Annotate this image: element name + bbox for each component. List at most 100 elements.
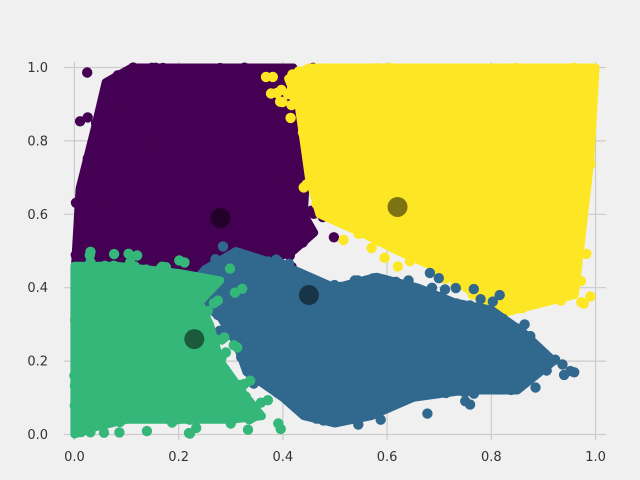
data-point: [130, 78, 141, 89]
data-point: [352, 275, 363, 286]
data-point: [535, 123, 546, 134]
data-point: [271, 254, 282, 265]
data-point: [358, 212, 369, 224]
data-point: [466, 144, 477, 155]
data-point: [378, 225, 390, 236]
data-point: [541, 365, 552, 376]
data-point: [69, 380, 81, 391]
data-point: [194, 390, 206, 401]
data-point: [224, 134, 235, 145]
data-point: [451, 304, 462, 316]
data-point: [320, 405, 332, 416]
data-point: [90, 215, 101, 226]
data-point: [404, 255, 416, 267]
data-point: [451, 178, 463, 190]
data-point: [178, 364, 189, 375]
data-point: [89, 416, 100, 428]
data-point: [146, 215, 157, 226]
data-point: [376, 369, 387, 380]
data-point: [160, 352, 172, 364]
data-point: [491, 364, 502, 376]
data-point: [108, 260, 119, 271]
data-point: [468, 388, 480, 399]
data-point: [411, 174, 423, 185]
cluster-centroids: [184, 196, 408, 350]
scatter-points: [69, 62, 600, 439]
data-point: [163, 328, 174, 339]
data-point: [401, 230, 412, 242]
data-point: [371, 399, 382, 411]
data-point: [487, 296, 498, 307]
data-point: [519, 319, 530, 330]
data-point: [447, 373, 459, 384]
data-point: [284, 250, 295, 261]
data-point: [138, 401, 150, 413]
data-point: [114, 326, 125, 337]
data-point: [565, 236, 576, 247]
data-point: [525, 296, 537, 308]
data-point: [280, 209, 291, 220]
data-point: [138, 126, 149, 138]
data-point: [231, 204, 243, 216]
data-point: [417, 375, 428, 386]
data-point: [475, 294, 486, 305]
x-tick-label: 0.6: [377, 450, 398, 465]
data-point: [223, 183, 234, 195]
data-point: [127, 204, 139, 215]
data-point: [247, 89, 258, 101]
data-point: [271, 123, 282, 134]
data-point: [98, 427, 110, 438]
data-point: [196, 80, 207, 91]
data-point: [156, 291, 168, 302]
data-point: [328, 232, 340, 243]
data-point: [502, 230, 513, 242]
data-point: [118, 127, 129, 138]
data-point: [78, 313, 89, 325]
data-point: [194, 139, 205, 151]
data-point: [253, 180, 264, 191]
data-point: [539, 145, 551, 156]
data-point: [282, 386, 293, 397]
data-point: [199, 288, 210, 299]
data-point: [576, 297, 587, 308]
data-point: [422, 256, 433, 268]
data-point: [418, 117, 429, 128]
data-point: [345, 322, 357, 333]
data-point: [557, 359, 568, 370]
data-point: [231, 321, 242, 332]
data-point: [479, 77, 491, 89]
data-point: [488, 241, 500, 252]
data-point: [192, 108, 204, 119]
data-point: [133, 393, 145, 404]
data-point: [101, 252, 112, 263]
data-point: [511, 273, 522, 285]
data-point: [450, 282, 461, 294]
data-point: [186, 309, 197, 320]
data-point: [434, 353, 445, 364]
data-point: [497, 315, 508, 326]
data-point: [251, 307, 262, 318]
data-point: [122, 168, 134, 179]
data-point: [389, 158, 400, 169]
y-tick-label: 0.0: [27, 428, 48, 443]
data-point: [476, 69, 487, 80]
data-point: [180, 213, 191, 224]
data-point: [272, 336, 283, 348]
data-point: [189, 131, 200, 142]
data-point: [485, 353, 496, 365]
data-point: [178, 289, 189, 301]
data-point: [456, 211, 468, 222]
data-point: [246, 69, 257, 81]
data-point: [431, 216, 442, 227]
data-point: [546, 289, 557, 301]
data-point: [337, 305, 348, 316]
data-point: [196, 226, 208, 237]
data-point: [360, 74, 371, 85]
data-point: [233, 105, 244, 117]
data-point: [248, 106, 260, 117]
data-point: [150, 62, 161, 73]
data-point: [92, 230, 103, 242]
data-point: [363, 353, 374, 364]
data-point: [492, 92, 504, 103]
data-point: [191, 360, 203, 371]
